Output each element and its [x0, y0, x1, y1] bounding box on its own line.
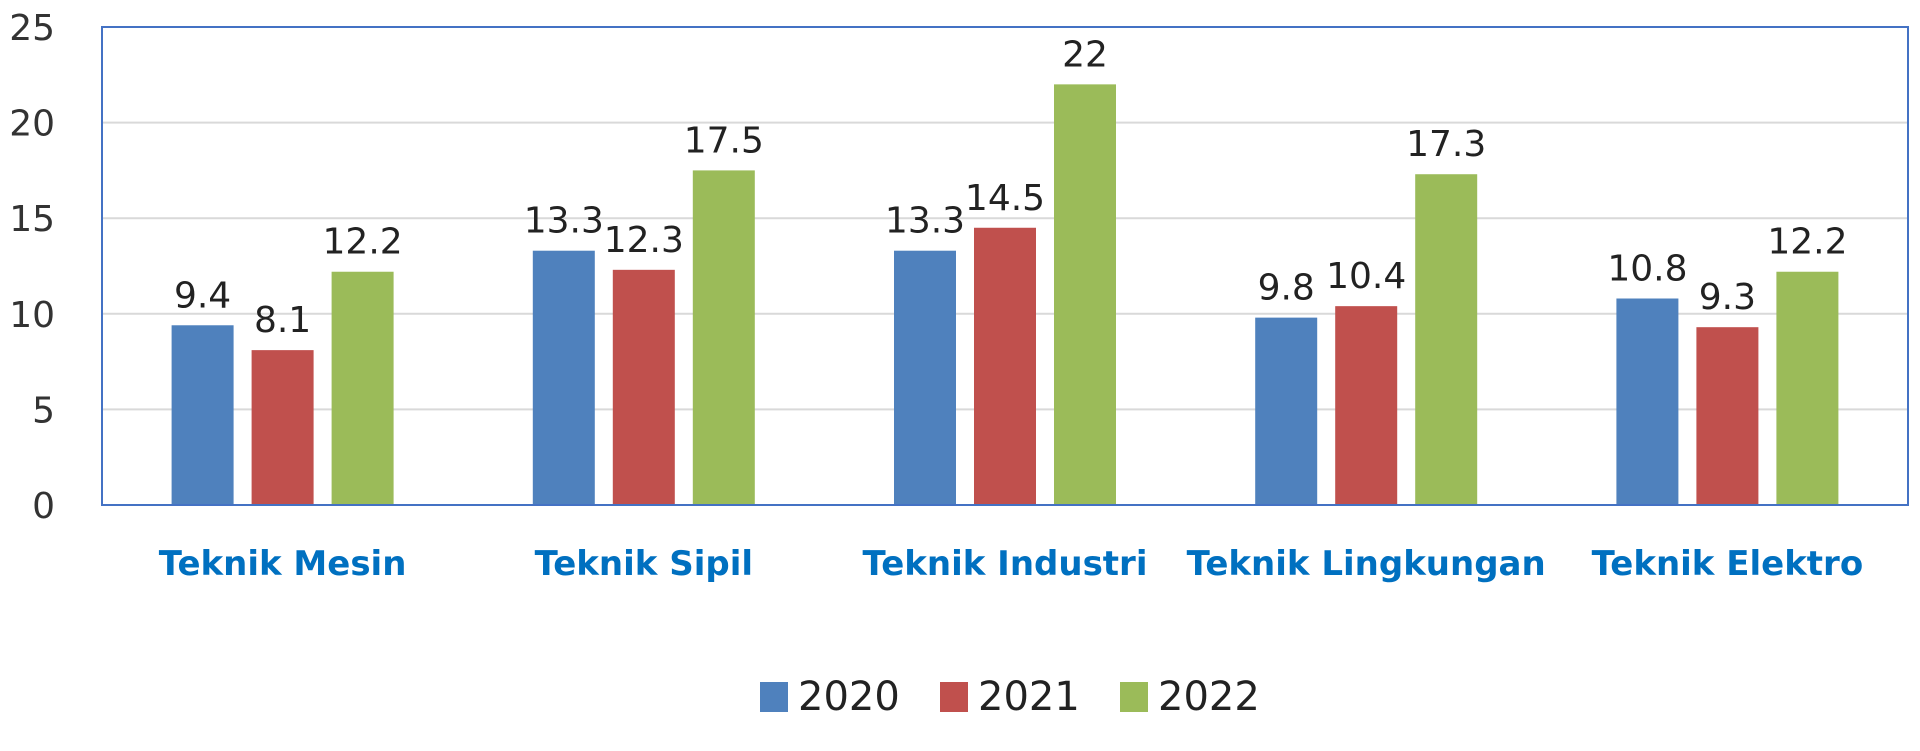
y-tick-label: 5: [32, 390, 55, 431]
x-category-label: Teknik Sipil: [535, 544, 753, 584]
legend-swatch-2022: [1120, 682, 1148, 712]
bar-2022: [1054, 84, 1116, 506]
data-label: 10.8: [1607, 249, 1687, 290]
legend-label: 2020: [798, 674, 900, 720]
bar-2020: [894, 250, 956, 505]
y-tick-label: 15: [9, 199, 55, 240]
data-label: 13.3: [885, 201, 965, 242]
bar-2020: [1616, 298, 1679, 505]
data-label: 12.3: [604, 220, 684, 261]
data-label: 9.3: [1699, 277, 1756, 318]
y-axis-ticks: 0 5 10 15 20 25: [9, 8, 55, 527]
bar-2022: [1415, 174, 1478, 505]
x-category-label: Teknik Lingkungan: [1187, 544, 1546, 584]
data-label: 9.8: [1258, 268, 1315, 309]
legend-label: 2022: [1158, 674, 1260, 720]
y-tick-label: 0: [32, 486, 55, 527]
y-tick-label: 10: [9, 295, 55, 336]
data-label: 13.3: [524, 201, 604, 242]
bar-2020: [171, 325, 234, 505]
data-label: 14.5: [965, 178, 1045, 219]
bar-2022: [331, 271, 394, 505]
bar-2021: [974, 227, 1036, 505]
x-category-label: Teknik Industri: [863, 544, 1148, 584]
data-label: 12.2: [1767, 222, 1847, 263]
data-label: 17.5: [684, 120, 764, 161]
legend: 2020 2021 2022: [760, 674, 1260, 720]
y-tick-label: 25: [9, 8, 55, 49]
data-label: 17.3: [1406, 124, 1486, 165]
x-category-label: Teknik Mesin: [159, 544, 407, 584]
legend-label: 2021: [978, 674, 1080, 720]
bar-2021: [1696, 327, 1759, 505]
data-label: 22: [1062, 34, 1108, 75]
bar-2020: [532, 250, 595, 505]
plot-area-border: [101, 26, 1909, 506]
bar-2021: [1335, 306, 1398, 505]
x-axis-categories: Teknik Mesin Teknik Sipil Teknik Industri T…: [159, 544, 1863, 584]
bars: [171, 84, 1839, 506]
legend-swatch-2020: [760, 682, 788, 712]
legend-swatch-2021: [940, 682, 968, 712]
data-label: 12.2: [323, 222, 403, 263]
data-label: 10.4: [1326, 256, 1406, 297]
bar-2022: [692, 170, 755, 505]
bar-2021: [612, 269, 675, 505]
bar-2022: [1776, 271, 1839, 505]
bar-2020: [1255, 317, 1318, 505]
y-tick-label: 20: [9, 104, 55, 145]
data-label: 8.1: [254, 300, 311, 341]
data-label: 9.4: [174, 275, 231, 316]
x-category-label: Teknik Elektro: [1592, 544, 1864, 584]
bar-2021: [251, 350, 314, 505]
